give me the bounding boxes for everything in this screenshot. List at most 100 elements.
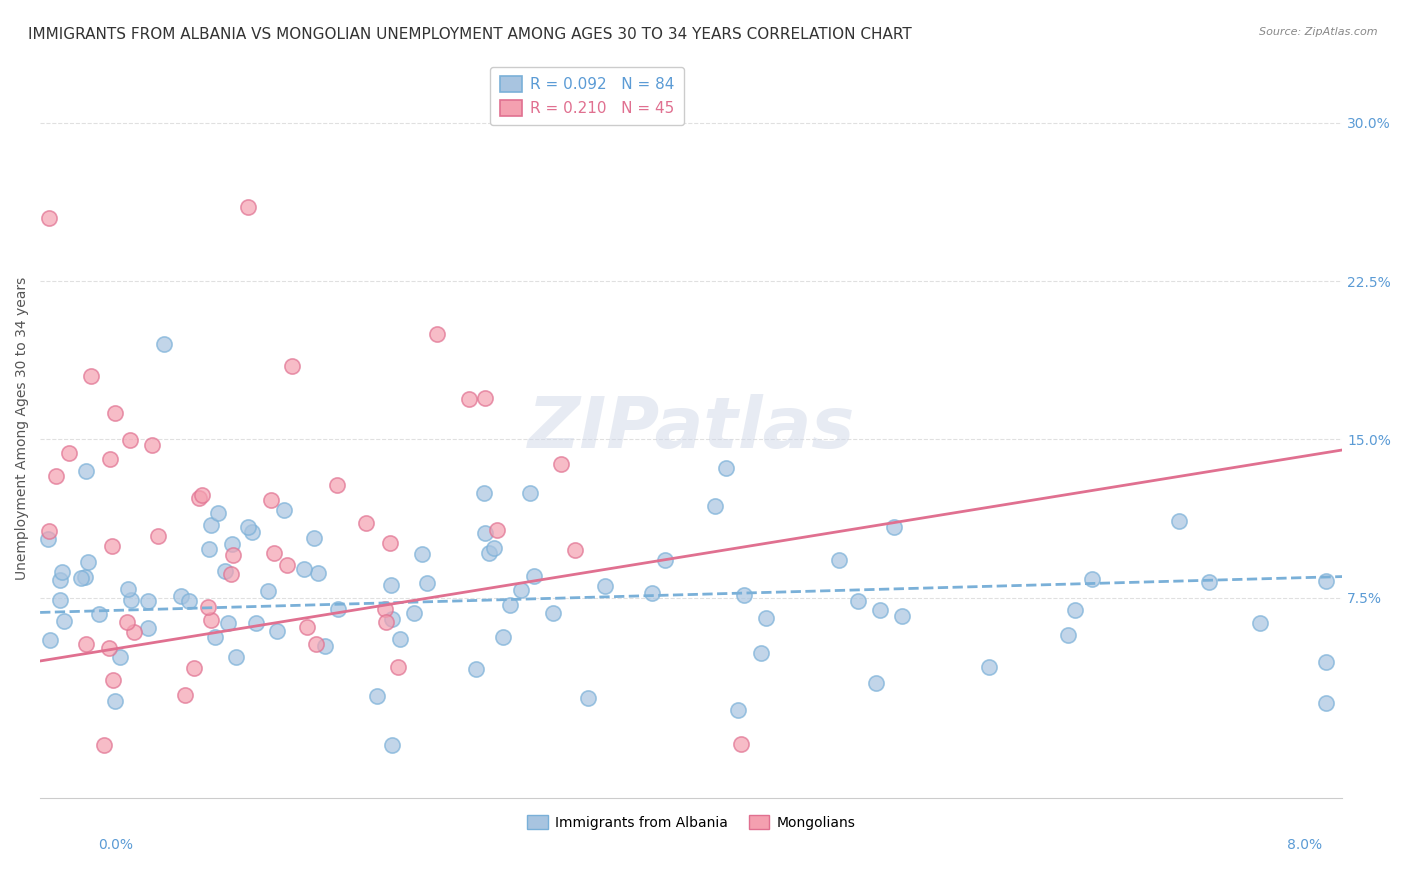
Point	[380, 578, 402, 592]
Point	[197, 599, 219, 614]
Point	[374, 602, 396, 616]
Point	[104, 694, 127, 708]
Point	[52, 614, 75, 628]
Point	[118, 433, 141, 447]
Point	[499, 599, 522, 613]
Point	[703, 499, 725, 513]
Point	[104, 406, 127, 420]
Point	[103, 673, 125, 687]
Point	[402, 606, 425, 620]
Point	[98, 452, 121, 467]
Point	[174, 688, 197, 702]
Point	[69, 571, 91, 585]
Point	[869, 603, 891, 617]
Point	[75, 464, 97, 478]
Point	[221, 537, 243, 551]
Point	[474, 526, 496, 541]
Point	[183, 661, 205, 675]
Point	[170, 589, 193, 603]
Point	[77, 556, 100, 570]
Point	[204, 630, 226, 644]
Point	[75, 636, 97, 650]
Point	[240, 525, 263, 540]
Point	[89, 607, 111, 622]
Point	[146, 529, 169, 543]
Point	[654, 553, 676, 567]
Point	[484, 541, 506, 555]
Point	[883, 520, 905, 534]
Text: 8.0%: 8.0%	[1286, 838, 1322, 853]
Point	[122, 624, 145, 639]
Point	[292, 562, 315, 576]
Point	[190, 488, 212, 502]
Point	[576, 691, 599, 706]
Point	[257, 584, 280, 599]
Point	[314, 640, 336, 654]
Point	[593, 579, 616, 593]
Point	[1080, 573, 1102, 587]
Point	[478, 546, 501, 560]
Point	[117, 582, 139, 596]
Point	[51, 565, 73, 579]
Point	[58, 446, 80, 460]
Point	[828, 553, 851, 567]
Point	[326, 602, 349, 616]
Point	[236, 200, 259, 214]
Point	[564, 542, 586, 557]
Point	[472, 486, 495, 500]
Point	[426, 326, 449, 341]
Point	[98, 640, 121, 655]
Point	[550, 457, 572, 471]
Text: Source: ZipAtlas.com: Source: ZipAtlas.com	[1260, 27, 1378, 37]
Point	[200, 613, 222, 627]
Point	[245, 615, 267, 630]
Point	[464, 662, 486, 676]
Point	[45, 468, 67, 483]
Point	[217, 615, 239, 630]
Point	[1198, 575, 1220, 590]
Point	[219, 566, 242, 581]
Point	[48, 593, 70, 607]
Point	[120, 593, 142, 607]
Point	[485, 524, 508, 538]
Text: ZIPatlas: ZIPatlas	[527, 394, 855, 463]
Point	[727, 703, 749, 717]
Point	[177, 593, 200, 607]
Point	[730, 738, 752, 752]
Point	[117, 615, 139, 629]
Point	[79, 369, 101, 384]
Point	[543, 607, 565, 621]
Point	[197, 542, 219, 557]
Point	[846, 594, 869, 608]
Point	[890, 609, 912, 624]
Point	[266, 624, 288, 639]
Point	[138, 621, 160, 635]
Point	[509, 583, 531, 598]
Point	[295, 620, 318, 634]
Point	[523, 569, 546, 583]
Point	[276, 558, 298, 572]
Text: IMMIGRANTS FROM ALBANIA VS MONGOLIAN UNEMPLOYMENT AMONG AGES 30 TO 34 YEARS CORR: IMMIGRANTS FROM ALBANIA VS MONGOLIAN UNE…	[28, 27, 912, 42]
Point	[387, 660, 409, 674]
Point	[153, 337, 176, 351]
Point	[236, 520, 259, 534]
Point	[979, 660, 1001, 674]
Point	[39, 632, 62, 647]
Point	[366, 689, 388, 703]
Point	[273, 503, 295, 517]
Point	[733, 588, 755, 602]
Point	[1056, 628, 1078, 642]
Point	[1315, 696, 1337, 710]
Legend: Immigrants from Albania, Mongolians: Immigrants from Albania, Mongolians	[522, 810, 860, 836]
Point	[749, 646, 772, 660]
Point	[200, 517, 222, 532]
Point	[38, 211, 60, 225]
Point	[354, 516, 377, 530]
Point	[305, 637, 328, 651]
Point	[492, 631, 515, 645]
Y-axis label: Unemployment Among Ages 30 to 34 years: Unemployment Among Ages 30 to 34 years	[15, 277, 30, 581]
Point	[188, 491, 211, 505]
Point	[755, 611, 778, 625]
Point	[263, 546, 285, 560]
Point	[378, 536, 401, 550]
